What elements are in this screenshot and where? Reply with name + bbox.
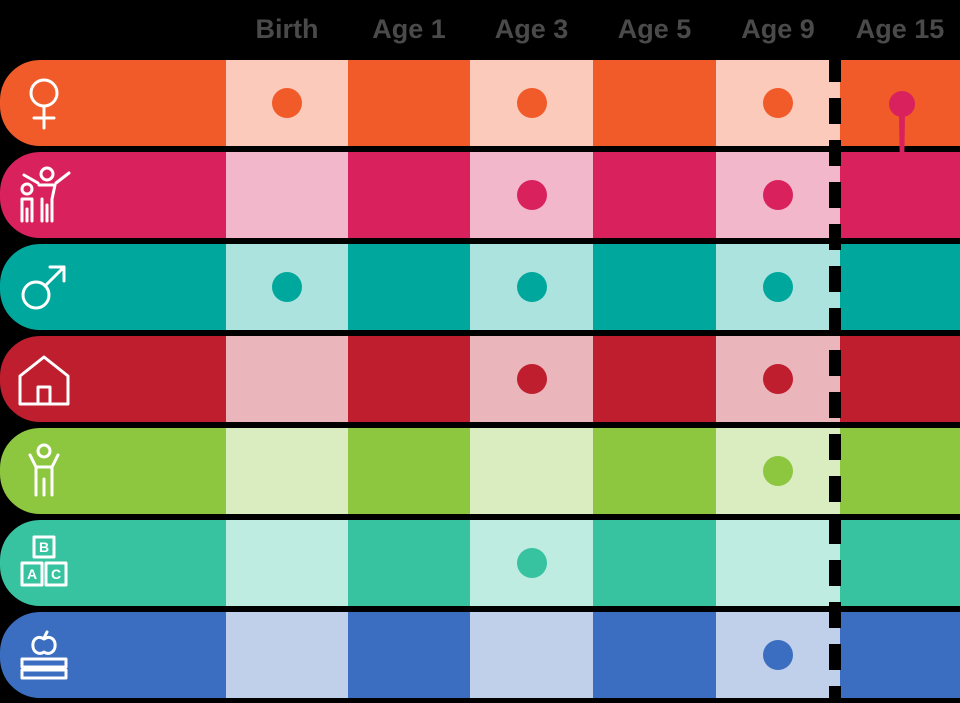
row-male xyxy=(0,244,960,330)
milestone-dot xyxy=(516,364,547,394)
svg-text:C: C xyxy=(51,566,61,582)
cell-age-9 xyxy=(716,244,840,330)
cell-birth xyxy=(226,428,348,514)
column-label-birth: Birth xyxy=(255,14,319,44)
cell-age-3 xyxy=(470,612,593,698)
cell-age-3 xyxy=(470,152,593,238)
cell-birth xyxy=(226,244,348,330)
cell-age-15 xyxy=(840,336,960,422)
age-cutoff-dashed-line xyxy=(826,56,844,698)
cell-age-1 xyxy=(348,520,470,606)
apple-books-icon xyxy=(14,625,74,685)
cell-age-5 xyxy=(593,60,716,146)
cell-age-1 xyxy=(348,152,470,238)
age-15-marker-icon xyxy=(884,90,920,190)
cell-age-9 xyxy=(716,336,840,422)
female-symbol-icon xyxy=(14,73,74,133)
milestone-dot xyxy=(763,640,793,670)
column-label-age-9: Age 9 xyxy=(741,14,815,44)
milestone-dot xyxy=(516,272,547,302)
milestone-dot xyxy=(763,272,793,302)
row-child xyxy=(0,428,960,514)
cell-birth xyxy=(226,336,348,422)
cell-age-9 xyxy=(716,428,840,514)
cell-birth xyxy=(226,152,348,238)
row-home xyxy=(0,336,960,422)
cell-age-1 xyxy=(348,60,470,146)
cell-age-1 xyxy=(348,244,470,330)
cell-age-1 xyxy=(348,428,470,514)
milestone-dot xyxy=(272,272,302,302)
milestone-dot xyxy=(763,180,793,210)
svg-text:B: B xyxy=(39,539,49,555)
house-icon xyxy=(14,349,74,409)
cell-age-1 xyxy=(348,336,470,422)
cell-age-3 xyxy=(470,520,593,606)
cell-age-5 xyxy=(593,520,716,606)
cell-age-3 xyxy=(470,244,593,330)
milestone-dot xyxy=(516,88,547,118)
cell-age-9 xyxy=(716,60,840,146)
cell-age-9 xyxy=(716,520,840,606)
column-header: Birth Age 1 Age 3 Age 5 Age 9 Age 15 xyxy=(0,0,960,60)
cell-age-15 xyxy=(840,244,960,330)
cell-age-3 xyxy=(470,60,593,146)
milestone-dot xyxy=(763,364,793,394)
column-label-age-1: Age 1 xyxy=(372,14,446,44)
cell-age-15 xyxy=(840,428,960,514)
svg-text:A: A xyxy=(27,566,37,582)
milestone-dot xyxy=(763,88,793,118)
milestone-dot xyxy=(763,456,793,486)
cell-age-3 xyxy=(470,336,593,422)
cell-age-1 xyxy=(348,612,470,698)
cell-age-5 xyxy=(593,336,716,422)
cell-age-5 xyxy=(593,612,716,698)
cell-age-5 xyxy=(593,244,716,330)
milestone-dot xyxy=(516,180,547,210)
column-label-age-5: Age 5 xyxy=(617,14,692,44)
cell-age-5 xyxy=(593,428,716,514)
cell-age-9 xyxy=(716,152,840,238)
cell-birth xyxy=(226,520,348,606)
cell-age-5 xyxy=(593,152,716,238)
male-symbol-icon xyxy=(14,257,74,317)
cell-age-15 xyxy=(840,612,960,698)
cell-age-3 xyxy=(470,428,593,514)
family-icon xyxy=(14,165,74,225)
cell-age-9 xyxy=(716,612,840,698)
column-label-age-3: Age 3 xyxy=(494,14,569,44)
milestone-dot xyxy=(516,548,547,578)
row-school xyxy=(0,612,960,698)
child-icon xyxy=(14,441,74,501)
column-label-age-15: Age 15 xyxy=(855,14,945,44)
cell-birth xyxy=(226,60,348,146)
milestone-dot xyxy=(272,88,302,118)
cell-birth xyxy=(226,612,348,698)
row-family xyxy=(0,152,960,238)
row-female xyxy=(0,60,960,188)
cell-age-15 xyxy=(840,520,960,606)
